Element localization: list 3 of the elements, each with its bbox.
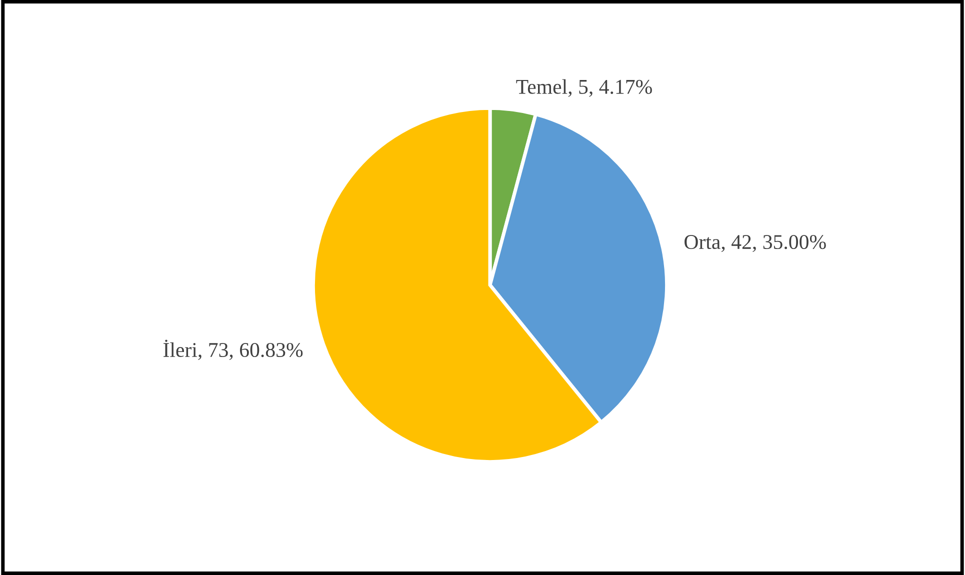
- slice-label: İleri, 73, 60.83%: [164, 340, 303, 360]
- slice-label: Temel, 5, 4.17%: [516, 79, 652, 97]
- slice-label: Orta, 42, 35.00%: [684, 234, 826, 252]
